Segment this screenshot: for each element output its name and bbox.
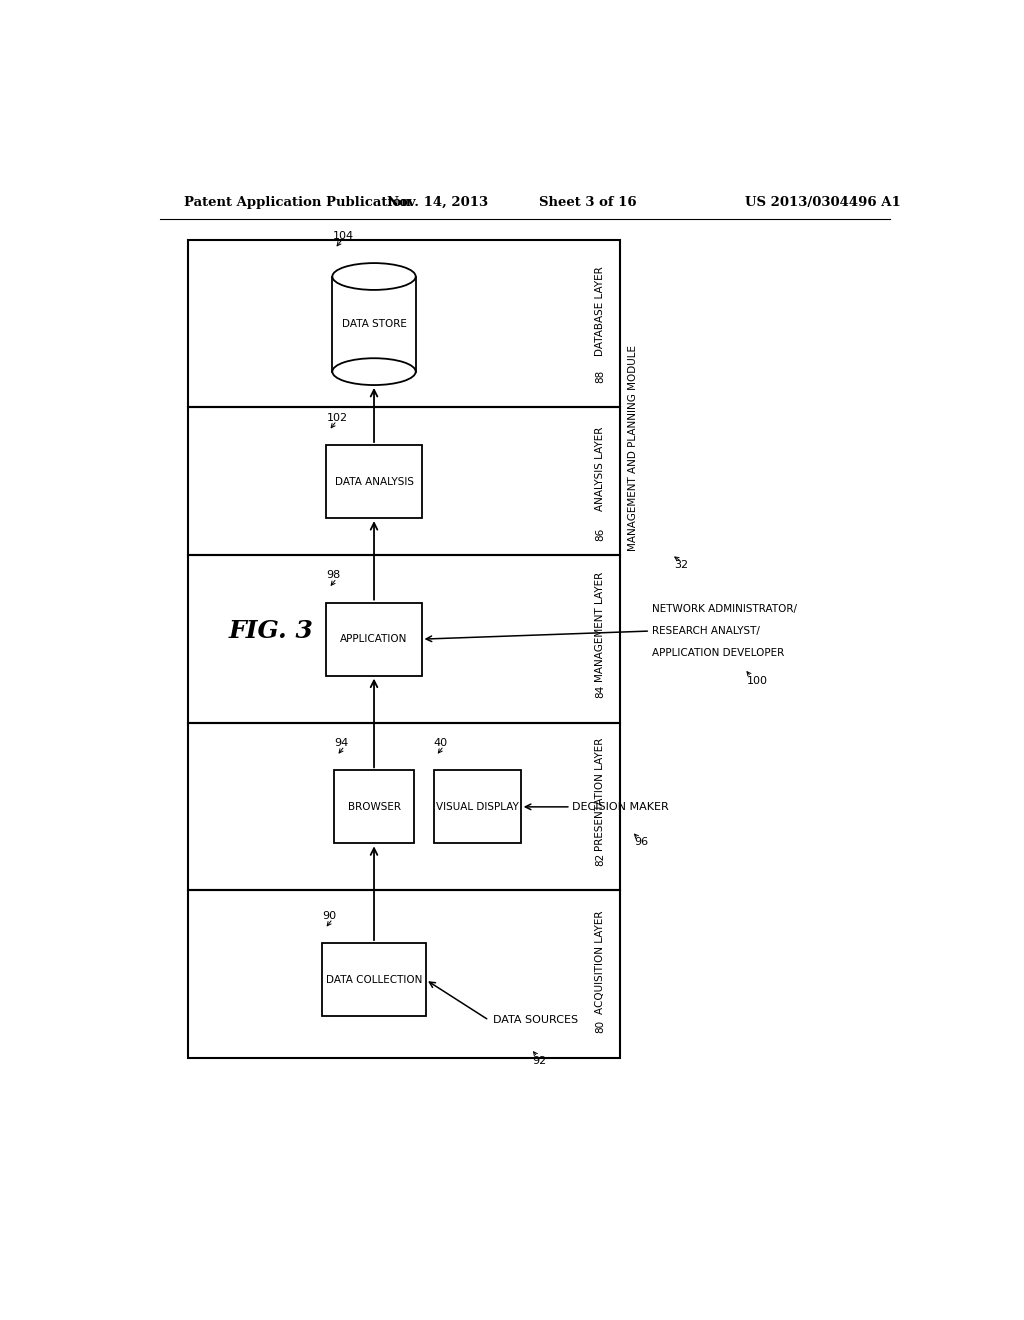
Ellipse shape <box>333 263 416 290</box>
Bar <box>333 276 416 372</box>
Text: FIG. 3: FIG. 3 <box>228 619 313 643</box>
Text: PRESENTATION LAYER: PRESENTATION LAYER <box>595 738 605 851</box>
Text: APPLICATION: APPLICATION <box>340 634 408 644</box>
Text: MANAGEMENT AND PLANNING MODULE: MANAGEMENT AND PLANNING MODULE <box>628 345 638 550</box>
Text: DATA SOURCES: DATA SOURCES <box>494 1015 579 1026</box>
Bar <box>187 408 621 554</box>
Text: NETWORK ADMINISTRATOR/: NETWORK ADMINISTRATOR/ <box>652 603 797 614</box>
FancyBboxPatch shape <box>433 771 521 843</box>
Bar <box>187 554 621 722</box>
Text: 102: 102 <box>327 413 347 422</box>
FancyBboxPatch shape <box>334 771 414 843</box>
Bar <box>187 240 621 408</box>
FancyBboxPatch shape <box>323 942 426 1016</box>
Text: 100: 100 <box>748 676 768 686</box>
Text: 80: 80 <box>595 1020 605 1034</box>
Text: 92: 92 <box>532 1056 547 1065</box>
Text: VISUAL DISPLAY: VISUAL DISPLAY <box>436 801 518 812</box>
Text: DATA COLLECTION: DATA COLLECTION <box>326 974 422 985</box>
FancyBboxPatch shape <box>327 445 422 519</box>
Text: 88: 88 <box>595 370 605 383</box>
Text: 98: 98 <box>327 570 341 581</box>
Text: DATA ANALYSIS: DATA ANALYSIS <box>335 477 414 487</box>
Text: ANALYSIS LAYER: ANALYSIS LAYER <box>595 426 605 511</box>
FancyBboxPatch shape <box>327 602 422 676</box>
Bar <box>187 890 621 1057</box>
Text: US 2013/0304496 A1: US 2013/0304496 A1 <box>744 195 900 209</box>
Text: APPLICATION DEVELOPER: APPLICATION DEVELOPER <box>652 648 784 659</box>
Text: 32: 32 <box>674 560 688 570</box>
Ellipse shape <box>333 358 416 385</box>
Text: ACQUISITION LAYER: ACQUISITION LAYER <box>595 909 605 1014</box>
Text: MANAGEMENT LAYER: MANAGEMENT LAYER <box>595 572 605 681</box>
Text: 84: 84 <box>595 685 605 698</box>
Text: RESEARCH ANALYST/: RESEARCH ANALYST/ <box>652 626 760 636</box>
Text: 94: 94 <box>334 738 348 748</box>
Text: Nov. 14, 2013: Nov. 14, 2013 <box>387 195 488 209</box>
Text: 96: 96 <box>634 837 648 847</box>
Bar <box>187 722 621 890</box>
Text: 90: 90 <box>323 911 337 921</box>
Text: DATA STORE: DATA STORE <box>342 319 407 329</box>
Text: Sheet 3 of 16: Sheet 3 of 16 <box>540 195 637 209</box>
Text: 40: 40 <box>433 738 447 748</box>
Text: 86: 86 <box>595 527 605 541</box>
Text: 82: 82 <box>595 853 605 866</box>
Text: DATABASE LAYER: DATABASE LAYER <box>595 267 605 356</box>
Text: DECISION MAKER: DECISION MAKER <box>572 801 669 812</box>
Text: BROWSER: BROWSER <box>347 801 400 812</box>
Text: Patent Application Publication: Patent Application Publication <box>183 195 411 209</box>
Text: 104: 104 <box>333 231 353 240</box>
